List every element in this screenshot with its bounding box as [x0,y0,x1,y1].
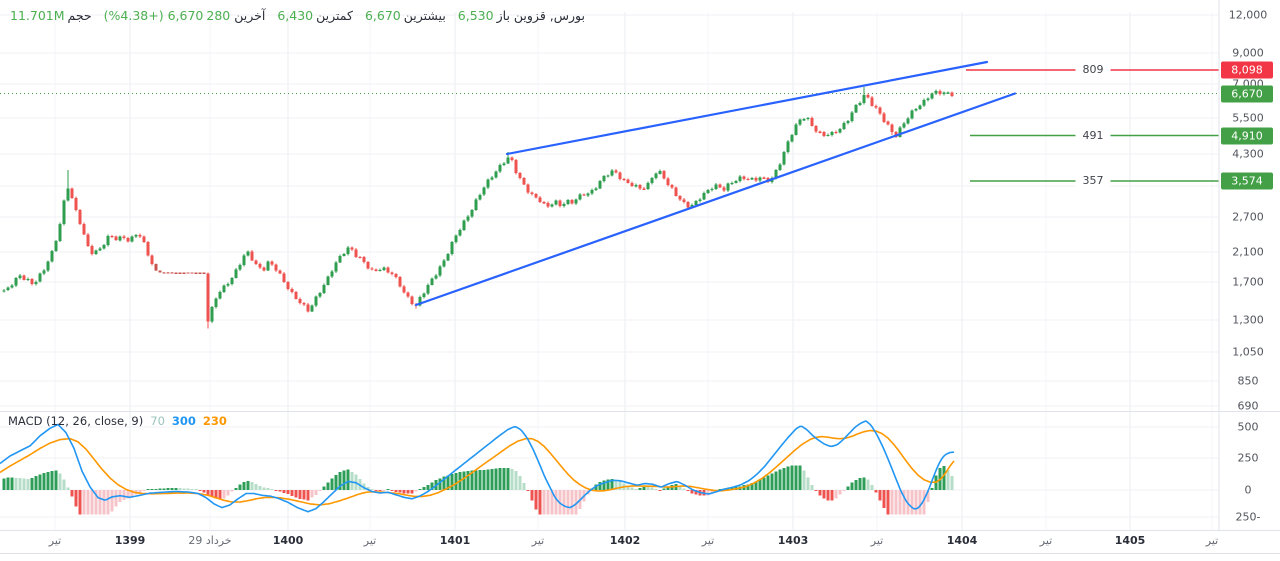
time-axis-label: تیر [48,534,62,547]
time-axis-label: 1402 [609,534,641,547]
legend-change: 280 (+4.38%) [103,8,231,23]
trendline-upper[interactable] [505,60,989,156]
level-label-809[interactable]: 809 [1075,63,1111,77]
time-axis-label: 1405 [1114,534,1146,547]
price-axis-label: 850 [1237,374,1259,388]
price-badge-6670: 6,670 [1221,85,1273,102]
legend-item-low: کمترین6,430 [277,8,353,23]
level-label-491[interactable]: 491 [1075,128,1111,143]
price-axis-label: 4,300 [1232,147,1264,161]
time-axis-label: 1401 [439,534,471,547]
trendline-lower[interactable] [414,92,1017,307]
macd-signal-line [0,429,955,506]
time-axis-label: تیر [1039,534,1053,547]
macd-axis-label: 250- [1235,510,1261,524]
macd-line-value: 300 [171,414,196,428]
legend-item-high: بیشترین6,670 [364,8,446,23]
macd-legend: MACD (12, 26, close, 9) 70 300 230 [8,414,227,428]
time-axis-label: تیر [363,534,377,547]
price-axis-label: 1,050 [1232,345,1264,359]
price-axis-label: 5,500 [1232,111,1264,125]
time-axis-label: 1400 [272,534,304,547]
legend-item-volume: حجم11.701M [10,8,92,23]
price-axis-label: 9,000 [1232,46,1264,60]
price-axis-label: 1,300 [1232,313,1264,327]
time-axis-label: تیر [870,534,884,547]
time-axis-label: تیر [1205,534,1219,547]
candles-series [2,87,954,329]
price-badge-8098: 8,098 [1221,61,1273,79]
symbol-title[interactable]: بورس, قزوین [513,8,585,23]
time-axis-label: 1404 [946,534,978,547]
level-label-357[interactable]: 357 [1075,174,1111,188]
price-axis-label: 12,000 [1228,8,1268,22]
macd-signal-value: 230 [202,414,227,428]
price-badge-4910: 4,910 [1221,127,1273,144]
macd-axis-label: 250 [1237,451,1259,465]
legend-item-last: آخرین6,670280 (+4.38%) [103,8,266,23]
price-axis-label: 690 [1237,399,1259,413]
macd-title[interactable]: MACD (12, 26, close, 9) [8,414,144,428]
time-axis-label: 29 خرداد [188,534,232,547]
time-axis-label: تیر [531,534,545,547]
macd-axis-label: 500 [1237,420,1259,434]
symbol-legend: بورس, قزوین باز6,530 بیشترین6,670 کمترین… [2,8,585,23]
gridlines [0,12,1219,530]
time-axis-label: 1399 [114,534,146,547]
price-axis-label: 2,100 [1232,245,1264,259]
macd-axis-label: 0 [1244,483,1252,497]
price-axis-label: 2,700 [1232,210,1264,224]
price-axis-label: 1,700 [1232,275,1264,289]
time-axis-label: 1403 [777,534,809,547]
macd-histogram-value: 70 [150,414,165,428]
macd-main-line [0,420,955,513]
price-badge-3574: 3,574 [1221,172,1273,190]
time-axis-label: تیر [701,534,715,547]
legend-item-open: باز6,530 [457,8,510,23]
